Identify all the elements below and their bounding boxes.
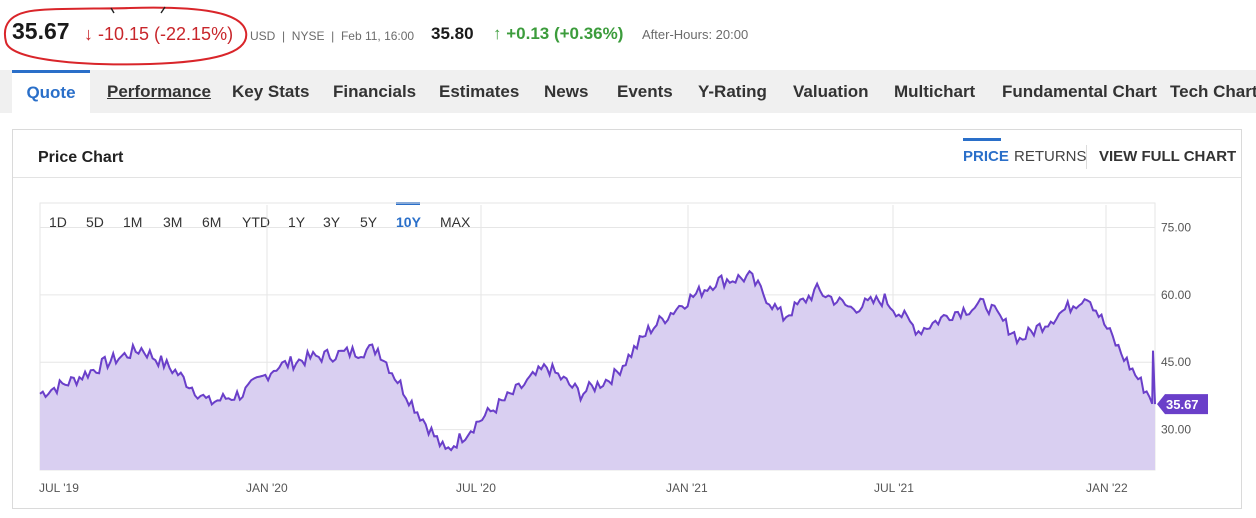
timestamp: Feb 11, 16:00 [340,29,415,43]
range-1m[interactable]: 1M [123,214,142,230]
range-1d[interactable]: 1D [49,214,67,230]
tab-financials[interactable]: Financials [333,82,417,101]
tab-valuation[interactable]: Valuation [793,82,869,101]
x-tick-label: JUL '20 [456,481,496,495]
tab-fundamental-chart[interactable]: Fundamental Chart [1002,82,1157,101]
y-tick-label: 60.00 [1161,288,1191,302]
returns-toggle[interactable]: RETURNS [1014,148,1087,165]
chart-area [39,269,1156,470]
chart-axes: 75.00 60.00 45.00 30.00 JUL '19 JAN '20 JUL '2… [39,220,1208,495]
tab-tech-chart[interactable]: Tech Chart [1170,82,1256,101]
price-toggle[interactable]: PRICE [963,148,1009,165]
range-3m[interactable]: 3M [163,214,182,230]
range-ytd[interactable]: YTD [242,214,270,230]
last-price: 35.67 [12,18,70,44]
after-hours-change: ↑ +0.13 (+0.36%) [493,24,624,43]
exchange: NYSE [291,29,325,43]
x-tick-label: JUL '19 [39,481,79,495]
range-selector: 1D 5D 1M 3M 6M YTD 1Y 3Y 5Y 10Y MAX [49,202,471,230]
range-3y[interactable]: 3Y [323,214,341,230]
x-tick-label: JAN '20 [246,481,288,495]
price-chart: 1D 5D 1M 3M 6M YTD 1Y 3Y 5Y 10Y MAX 75.00 60.00 45.0… [39,202,1208,495]
quote-tabs: Quote Performance Key Stats Financials E… [0,70,1256,116]
range-6m[interactable]: 6M [202,214,221,230]
range-max[interactable]: MAX [440,214,471,230]
tab-key-stats[interactable]: Key Stats [232,82,310,101]
price-chart-card: Price Chart PRICE RETURNS VIEW FULL CHAR… [12,129,1242,509]
after-hours-price: 35.80 [431,24,474,43]
last-price-badge [1157,394,1208,415]
price-chart-title: Price Chart [38,149,124,166]
tab-performance[interactable]: Performance [107,82,211,101]
y-tick-label: 75.00 [1161,220,1191,234]
quote-header: 35.67 ↓ -10.15 (-22.15%) USD | NYSE | Fe… [0,0,1256,70]
tab-events[interactable]: Events [617,82,673,101]
tab-estimates[interactable]: Estimates [439,82,520,101]
range-5d[interactable]: 5D [86,214,104,230]
price-area-fill [40,271,1155,470]
quote-meta: USD | NYSE | Feb 11, 16:00 [250,29,415,43]
x-tick-label: JAN '21 [666,481,708,495]
x-tick-label: JAN '22 [1086,481,1128,495]
view-full-chart-link[interactable]: VIEW FULL CHART [1099,148,1237,165]
x-tick-label: JUL '21 [874,481,914,495]
tab-multichart[interactable]: Multichart [894,82,976,101]
y-tick-label: 45.00 [1161,355,1191,369]
y-tick-label: 30.00 [1161,423,1191,437]
range-1y[interactable]: 1Y [288,214,306,230]
after-hours-label: After-Hours: 20:00 [642,27,749,42]
range-10y[interactable]: 10Y [396,214,422,230]
tab-quote[interactable]: Quote [12,70,90,116]
toggle-divider [1086,145,1087,169]
price-toggle-indicator [963,138,1001,141]
tab-news[interactable]: News [544,82,589,101]
range-5y[interactable]: 5Y [360,214,378,230]
tab-y-rating[interactable]: Y-Rating [698,82,767,101]
price-line [39,269,1156,452]
card-header-divider [13,177,1241,178]
currency: USD [250,29,276,43]
price-change: ↓ -10.15 (-22.15%) [84,24,234,44]
last-price-badge-label: 35.67 [1166,397,1199,412]
